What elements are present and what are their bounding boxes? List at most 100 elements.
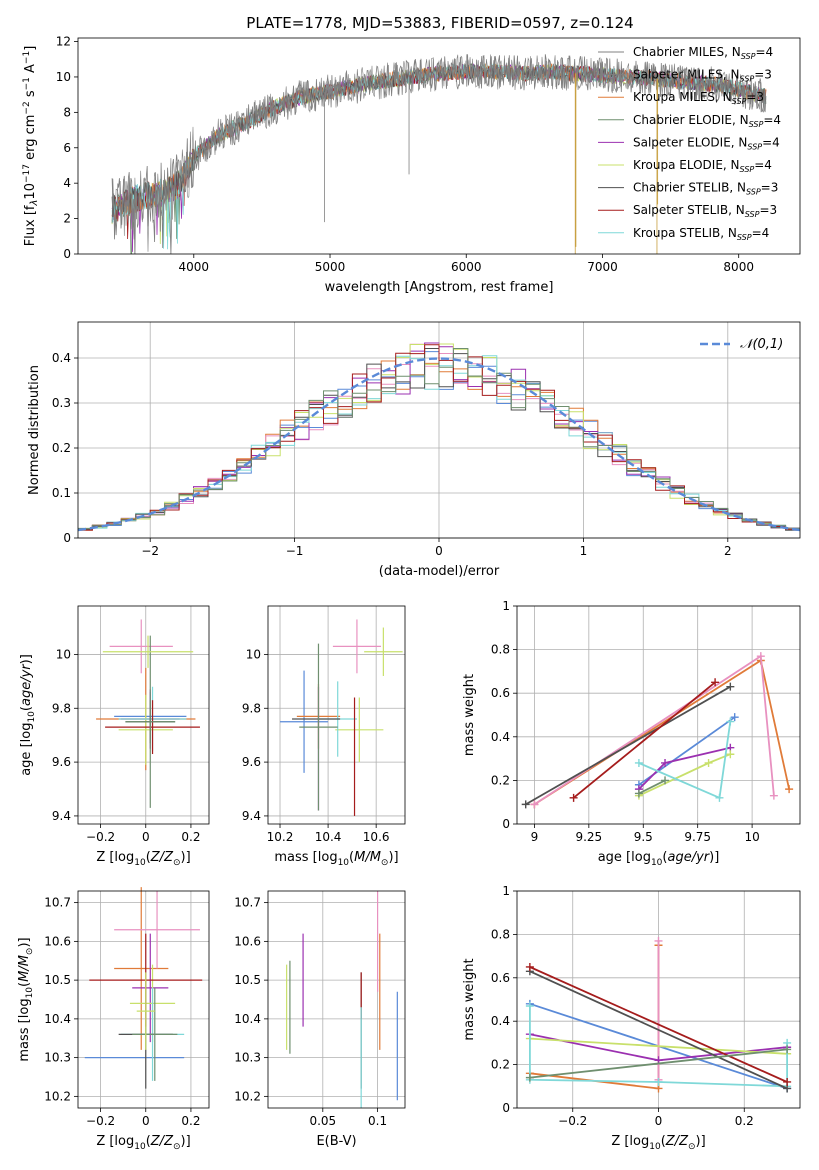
x-tick-label: 9.5 [634, 830, 653, 844]
weight-series-marker [785, 785, 794, 794]
normal-curve [77, 357, 801, 532]
weight-series-marker [715, 793, 724, 802]
weight-series-marker [783, 1077, 792, 1086]
y-tick-label: 12 [56, 35, 71, 49]
y-tick-label: 10 [56, 70, 71, 84]
weight-series-line [525, 685, 731, 806]
weight-series-line [529, 970, 788, 1090]
weight-series-marker [530, 800, 539, 809]
y-tick-label: 9.6 [52, 755, 71, 769]
weight-series-line [573, 681, 716, 799]
y-tick-label: 1 [502, 599, 510, 613]
x-tick-label: 9.75 [684, 830, 711, 844]
x-tick-label: 8000 [723, 260, 754, 274]
y-tick-label: 10.3 [44, 1051, 71, 1065]
y-tick-label: 0.2 [491, 1058, 510, 1072]
mass-vs-metallicity-panel: −0.2 0 0.2 10.2 10.3 10.4 10.5 10.6 10.7 Z [log10… [17, 887, 210, 1152]
x-axis-label: Z [log10(Z/Z⊙)] [611, 1134, 705, 1152]
y-tick-label: 10.4 [234, 1012, 261, 1026]
plot-area [111, 54, 767, 254]
weight-series-marker [525, 1073, 534, 1082]
legend-label: Salpeter STELIB, NSSP=3 [633, 203, 777, 219]
x-axis-label: E(B-V) [316, 1134, 356, 1149]
y-tick-label: 0 [63, 531, 71, 545]
y-tick-label: 0 [502, 817, 510, 831]
y-tick-label: 8 [63, 105, 71, 119]
axes: −2 −1 0 1 2 0 0.1 0.2 0.3 0.4 (data-model)/error No… [27, 321, 801, 579]
x-tick-label: 10 [744, 830, 759, 844]
y-tick-label: 0 [63, 247, 71, 261]
plot-area [525, 936, 792, 1093]
x-tick-label: 0.2 [181, 830, 200, 844]
x-axis-label: mass [log10(M/M⊙)] [274, 850, 398, 868]
y-tick-label: 0.8 [491, 927, 510, 941]
legend-label: Chabrier ELODIE, NSSP=4 [633, 113, 781, 129]
weight-series-marker [711, 678, 720, 687]
y-tick-label: 0.8 [491, 643, 510, 657]
weight-series-marker [525, 1002, 534, 1011]
grid [78, 891, 209, 1108]
axes-frame [77, 605, 210, 825]
y-tick-label: 10.3 [234, 1051, 261, 1065]
y-tick-label: 9.4 [52, 809, 71, 823]
histogram-series [78, 348, 800, 529]
y-axis-label: mass weight [462, 958, 477, 1040]
legend-label: Salpeter MILES, NSSP=3 [633, 68, 772, 84]
weight-series-marker [654, 936, 663, 945]
axes-frame [77, 890, 210, 1109]
legend: 𝒩(0,1) [700, 337, 783, 352]
x-tick-label: 0.2 [735, 1114, 754, 1128]
legend-label: Kroupa MILES, NSSP=3 [633, 90, 764, 106]
y-tick-label: 10.2 [44, 1089, 71, 1103]
weight-series-marker [726, 750, 735, 759]
weight-series-marker [730, 713, 739, 722]
x-tick-label: 0 [435, 544, 443, 558]
x-axis-label: Z [log10(Z/Z⊙)] [96, 850, 190, 868]
y-axis-label: Normed distribution [27, 365, 42, 495]
y-axis-label: mass weight [462, 674, 477, 756]
weight-series-line [529, 1037, 788, 1055]
x-axis-label: age [log10(age/yr)] [598, 850, 720, 868]
y-tick-label: 0.4 [52, 351, 71, 365]
residual-histogram-panel: −2 −1 0 1 2 0 0.1 0.2 0.3 0.4 (data-model)/error No… [27, 321, 801, 579]
y-tick-label: 10.2 [234, 1089, 261, 1103]
axes: −0.2 0 0.2 0 0.2 0.4 0.6 0.8 1 Z [log10(Z/Z⊙)] mas… [462, 884, 801, 1152]
weight-series-marker [654, 1077, 663, 1086]
weight-series-marker [726, 717, 735, 726]
weight-series-marker [704, 758, 713, 767]
x-tick-label: 0.05 [309, 1114, 336, 1128]
y-tick-label: 10.6 [44, 934, 71, 948]
x-tick-label: 0.2 [181, 1114, 200, 1128]
axes: 10.2 10.4 10.6 9.4 9.6 9.8 10 mass [log10(M/M⊙)… [242, 605, 406, 868]
x-tick-label: 0 [655, 1114, 663, 1128]
weight-series-marker [634, 758, 643, 767]
x-axis-label: Z [log10(Z/Z⊙)] [96, 1134, 190, 1152]
weight-series-marker [726, 682, 735, 691]
axes: −0.2 0 0.2 10.2 10.3 10.4 10.5 10.6 10.7 Z [log10… [17, 890, 210, 1152]
axes-frame [77, 37, 801, 255]
plot-area [77, 342, 801, 532]
y-tick-label: 10.4 [44, 1012, 71, 1026]
plot-area [96, 619, 200, 808]
axes: 9 9.25 9.5 9.75 10 0 0.2 0.4 0.6 0.8 1 age [log10(a… [462, 599, 801, 868]
x-tick-label: 0 [142, 1114, 150, 1128]
grid [268, 891, 405, 1108]
y-tick-label: 0.4 [491, 730, 510, 744]
axes: 4000 5000 6000 7000 8000 0 2 4 6 8 10 12 wavelength … [22, 35, 801, 295]
x-tick-label: 9 [531, 830, 539, 844]
x-tick-label: −2 [141, 544, 159, 558]
legend: Chabrier MILES, NSSP=4 Salpeter MILES, NS… [598, 45, 781, 242]
y-tick-label: 0.2 [52, 441, 71, 455]
y-tick-label: 9.8 [52, 701, 71, 715]
x-tick-label: 9.25 [575, 830, 602, 844]
y-tick-label: 0.4 [491, 1014, 510, 1028]
weight-series-marker [661, 776, 670, 785]
histogram-series [78, 344, 800, 531]
weight-series-marker [769, 791, 778, 800]
weight-series-marker [525, 962, 534, 971]
weight-series-marker [569, 793, 578, 802]
weight-series-line [529, 1048, 788, 1079]
legend-label: Kroupa ELODIE, NSSP=4 [633, 158, 772, 174]
mass-weight-vs-metallicity-panel: −0.2 0 0.2 0 0.2 0.4 0.6 0.8 1 Z [log10(Z/Z⊙)] mas… [462, 884, 801, 1152]
axes: −0.2 0 0.2 9.4 9.6 9.8 10 Z [log10(Z/Z⊙)] age [l… [19, 605, 210, 868]
